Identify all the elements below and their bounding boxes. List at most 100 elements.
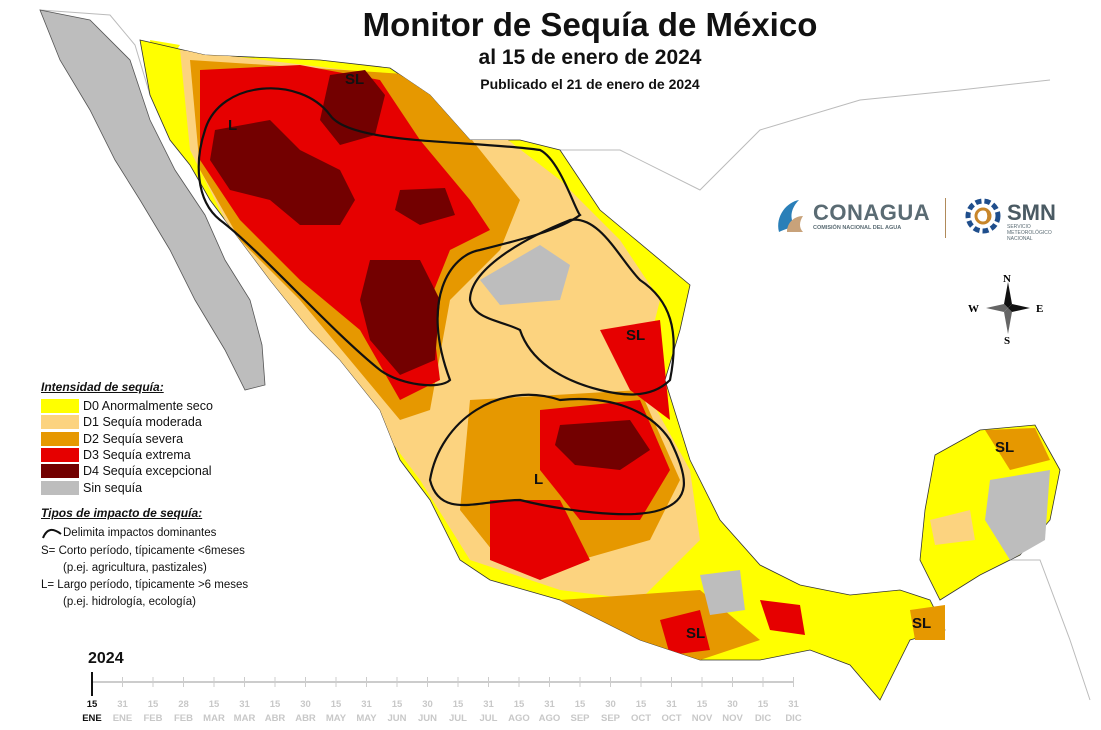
timeline-day-label: 15 bbox=[87, 699, 98, 710]
impact-legend: Tipos de impacto de sequía: Delimita imp… bbox=[41, 506, 341, 610]
legend-swatch bbox=[41, 448, 79, 463]
legend-swatch bbox=[41, 464, 79, 479]
legend-swatch bbox=[41, 399, 79, 414]
legend-label: D3 Sequía extrema bbox=[83, 448, 191, 463]
timeline-day-label: 30 bbox=[605, 699, 616, 710]
conagua-wordmark: CONAGUA bbox=[813, 200, 931, 225]
agency-logos: CONAGUA COMISIÓN NACIONAL DEL AGUA SMN S… bbox=[773, 196, 1073, 242]
timeline-month-label: ENE bbox=[82, 713, 102, 724]
timeline-month-label: AGO bbox=[539, 713, 561, 724]
timeline-month-label: JUN bbox=[418, 713, 437, 724]
map-label-sl-chiapas: SL bbox=[912, 615, 931, 632]
timeline-day-label: 15 bbox=[453, 699, 464, 710]
map-label-sl-south: SL bbox=[686, 625, 705, 642]
timeline-day-label: 15 bbox=[758, 699, 769, 710]
compass-e: E bbox=[1036, 303, 1043, 315]
timeline-month-label: MAR bbox=[203, 713, 225, 724]
legend-swatch bbox=[41, 431, 79, 446]
logo-divider bbox=[945, 198, 946, 238]
timeline-year: 2024 bbox=[88, 650, 124, 667]
intensity-legend-heading: Intensidad de sequía: bbox=[41, 380, 164, 394]
impact-short-label: S= Corto período, típicamente <6meses bbox=[41, 545, 245, 557]
smn-subtitle: SERVICIO METEOROLÓGICO NACIONAL bbox=[1007, 224, 1052, 242]
baja-peninsula bbox=[39, 9, 266, 391]
impact-line-label: Delimita impactos dominantes bbox=[63, 527, 217, 539]
map-label-sl-east: SL bbox=[626, 327, 645, 344]
map-subtitle: al 15 de enero de 2024 bbox=[478, 46, 702, 69]
timeline-day-label: 15 bbox=[392, 699, 403, 710]
timeline-day-label: 15 bbox=[270, 699, 281, 710]
timeline-month-label: ABR bbox=[265, 713, 286, 724]
timeline-day-label: 15 bbox=[514, 699, 525, 710]
intensity-legend: Intensidad de sequía: D0 Anormalmente se… bbox=[41, 380, 301, 496]
impact-boundary-central bbox=[428, 393, 685, 516]
timeline-month-label: MAR bbox=[234, 713, 256, 724]
impact-long-examples: (p.ej. hidrología, ecología) bbox=[63, 596, 196, 608]
timeline-month-label: FEB bbox=[174, 713, 193, 724]
impact-short-examples: (p.ej. agricultura, pastizales) bbox=[63, 562, 207, 574]
legend-label: D1 Sequía moderada bbox=[83, 415, 202, 430]
timeline-month-label: AGO bbox=[508, 713, 530, 724]
timeline-day-label: 31 bbox=[483, 699, 494, 710]
legend-item: D3 Sequía extrema bbox=[41, 447, 301, 463]
legend-item: D0 Anormalmente seco bbox=[41, 398, 301, 414]
legend-label: D0 Anormalmente seco bbox=[83, 399, 213, 414]
timeline-month-label: DIC bbox=[785, 713, 802, 724]
timeline-month-label: JUL bbox=[449, 713, 467, 724]
timeline-day-label: 31 bbox=[239, 699, 250, 710]
map-title: Monitor de Sequía de México bbox=[362, 6, 818, 43]
legend-item: D1 Sequía moderada bbox=[41, 414, 301, 430]
timeline-day-label: 15 bbox=[636, 699, 647, 710]
impact-long-label: L= Largo período, típicamente >6 meses bbox=[41, 579, 249, 591]
timeline-day-label: 30 bbox=[300, 699, 311, 710]
legend-item: Sin sequía bbox=[41, 479, 301, 495]
timeline-month-label: JUN bbox=[387, 713, 406, 724]
timeline: 15 ENE 31 ENE 15 FEB 28 FEB 15 MAR 31 MAR 15 ABR 30 ABR… bbox=[82, 672, 802, 724]
timeline-month-label: FEB bbox=[144, 713, 163, 724]
legend-swatch bbox=[41, 415, 79, 430]
legend-item: D2 Sequía severa bbox=[41, 431, 301, 447]
timeline-day-label: 31 bbox=[788, 699, 799, 710]
conagua-subtitle: COMISIÓN NACIONAL DEL AGUA bbox=[813, 225, 902, 231]
smn-wordmark: SMN bbox=[1007, 200, 1056, 225]
timeline-day-label: 31 bbox=[361, 699, 372, 710]
timeline-day-label: 15 bbox=[575, 699, 586, 710]
map-label-l-central: L bbox=[534, 471, 543, 488]
legend-item: D4 Sequía excepcional bbox=[41, 463, 301, 479]
timeline-month-label: NOV bbox=[722, 713, 743, 724]
timeline-day-label: 31 bbox=[544, 699, 555, 710]
timeline-day-label: 31 bbox=[666, 699, 677, 710]
timeline-day-label: 30 bbox=[727, 699, 738, 710]
timeline-month-label: OCT bbox=[661, 713, 681, 724]
timeline-month-label: OCT bbox=[631, 713, 651, 724]
compass-n: N bbox=[1003, 273, 1011, 285]
timeline-month-label: MAY bbox=[326, 713, 347, 724]
impact-legend-heading: Tipos de impacto de sequía: bbox=[41, 506, 203, 520]
timeline-month-label: DIC bbox=[755, 713, 772, 724]
timeline-month-label: MAY bbox=[356, 713, 377, 724]
timeline-month-label: ENE bbox=[113, 713, 133, 724]
map-label-l-north: L bbox=[228, 117, 237, 134]
timeline-day-label: 15 bbox=[331, 699, 342, 710]
legend-swatch bbox=[41, 480, 79, 495]
compass-s: S bbox=[1004, 335, 1010, 344]
map-label-sl-yucatan: SL bbox=[995, 439, 1014, 456]
impact-line-icon bbox=[42, 528, 62, 539]
legend-label: D4 Sequía excepcional bbox=[83, 464, 212, 479]
timeline-day-label: 28 bbox=[178, 699, 189, 710]
impact-boundary-north bbox=[197, 87, 582, 387]
map-label-sl-north: SL bbox=[345, 71, 364, 88]
conagua-logo-icon bbox=[778, 200, 803, 232]
compass-w: W bbox=[968, 303, 979, 315]
timeline-day-label: 15 bbox=[697, 699, 708, 710]
timeline-month-label: SEP bbox=[570, 713, 590, 724]
impact-line-row: Delimita impactos dominantes bbox=[41, 524, 341, 542]
timeline-day-label: 15 bbox=[148, 699, 159, 710]
timeline-day-label: 31 bbox=[117, 699, 128, 710]
timeline-month-label: SEP bbox=[601, 713, 621, 724]
timeline-day-label: 15 bbox=[209, 699, 220, 710]
timeline-day-label: 30 bbox=[422, 699, 433, 710]
smn-logo-icon bbox=[965, 198, 1001, 234]
impact-boundary-east bbox=[468, 218, 675, 396]
